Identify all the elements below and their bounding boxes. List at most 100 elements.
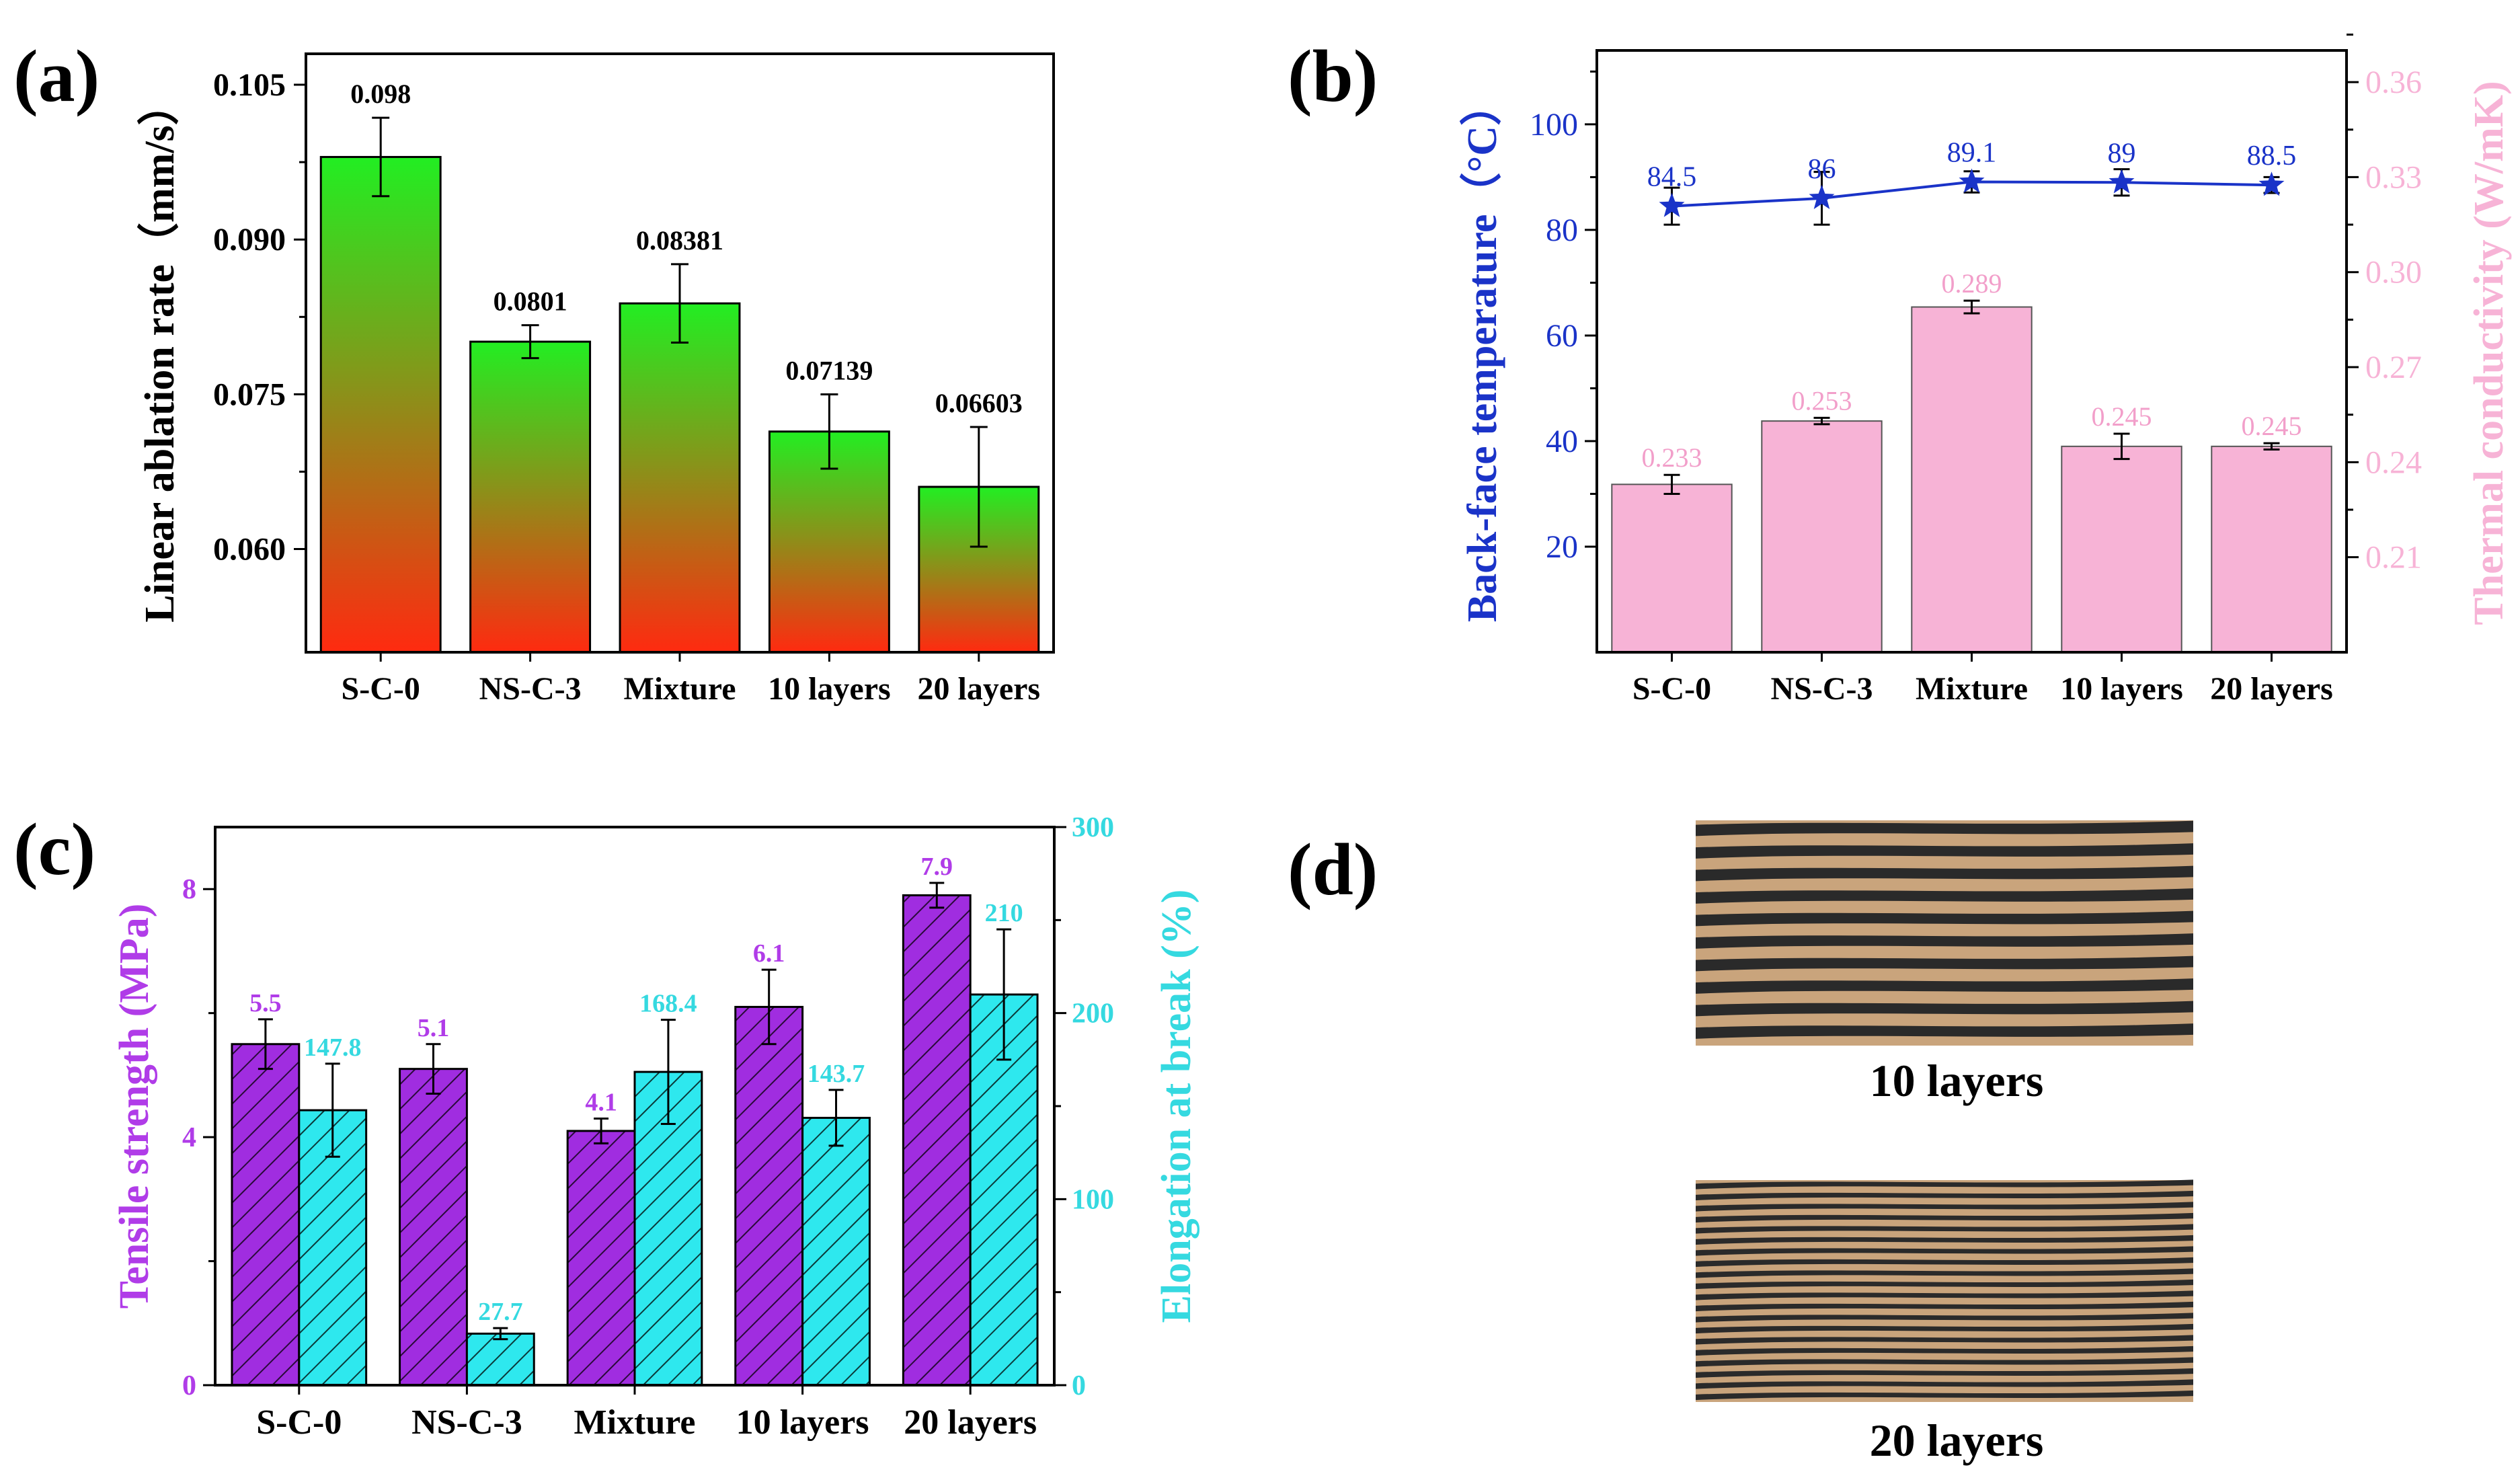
y-tick-label-left: 4: [182, 1122, 196, 1153]
elongation-errorbar-2: [660, 1019, 676, 1126]
panel-a: (a) 0.098 0.0801 0.08381 0.07139 0.06603 0.0…: [13, 35, 1055, 707]
y-tick-label: 0.090: [213, 222, 286, 258]
temperature-point-0: [1659, 192, 1685, 217]
dark-layer-stripe: [1696, 1346, 2193, 1356]
dark-layer-stripe: [1696, 1323, 2193, 1334]
dark-layer-stripe: [1696, 1279, 2193, 1290]
y-tick-label-left: 80: [1546, 212, 1578, 248]
panel-d: (d) 10 layers 20 layers: [1288, 820, 2193, 1466]
y-tick-label-right: 0.30: [2365, 255, 2422, 290]
elongation-value-label: 143.7: [808, 1060, 865, 1088]
temperature-value-label: 89.1: [1947, 137, 1997, 168]
thermal-bar-0: [1611, 483, 1733, 653]
dark-layer-stripe: [1696, 1179, 2193, 1190]
x-tick-label: NS-C-3: [479, 671, 582, 707]
y-tick-label-right: 0.24: [2365, 444, 2422, 480]
errorbar-2: [671, 263, 688, 344]
sample-caption-10-layers: 10 layers: [1870, 1055, 2044, 1106]
bar-s-c-0: [319, 155, 442, 654]
temperature-point-1: [1809, 184, 1835, 209]
dark-layer-stripe: [1696, 1390, 2193, 1401]
panel-a-errorbars: [372, 116, 988, 548]
tensile-bar-3: [734, 1005, 804, 1387]
x-tick-label: S-C-0: [342, 671, 420, 707]
dark-layer-stripe: [1696, 1257, 2193, 1268]
temperature-value-label: 86: [1808, 154, 1836, 185]
dark-layer-stripe: [1696, 843, 2193, 859]
panel-b-line-value-labels: 84.5 86 89.1 89 88.5: [1647, 137, 2297, 192]
elongation-value-label: 210: [985, 899, 1023, 927]
panel-b-bar-errorbars: [1663, 299, 2280, 495]
tensile-value-label: 4.1: [585, 1088, 617, 1116]
elongation-errorbar-0: [325, 1062, 340, 1158]
elongation-errorbar-1: [493, 1327, 508, 1341]
panel-b-label: (b): [1288, 35, 1378, 117]
elongation-errorbar-3: [828, 1089, 844, 1147]
elongation-bar-3: [801, 1116, 871, 1387]
dark-layer-stripe: [1696, 1246, 2193, 1256]
temperature-value-label: 84.5: [1647, 162, 1697, 193]
sample-photo-20-layers: [1696, 1179, 2193, 1402]
temperature-point-2: [1959, 168, 1985, 193]
thermal-errorbar-4: [2263, 442, 2280, 451]
panel-a-xticks: S-C-0 NS-C-3 Mixture 10 layers 20 layers: [342, 652, 1040, 707]
x-tick-label: 20 layers: [2210, 671, 2333, 707]
dark-layer-stripe: [1696, 1357, 2193, 1367]
value-label: 0.0801: [494, 286, 567, 317]
dark-layer-stripe: [1696, 1368, 2193, 1378]
y-tick-label-left: 40: [1546, 424, 1578, 459]
errorbar-0: [372, 116, 390, 198]
panel-b-yticks-right: 0.21 0.24 0.27 0.30 0.33 0.36: [2347, 33, 2422, 576]
dark-layer-stripe: [1696, 1212, 2193, 1223]
panel-b-bar-value-labels: 0.233 0.253 0.289 0.245 0.245: [1642, 268, 2302, 473]
tensile-bar-2: [566, 1130, 636, 1387]
panel-c-label: (c): [13, 808, 95, 890]
x-tick-label: 20 layers: [917, 671, 1040, 707]
panel-b: (b) 0.233 0.253 0.289 0.245 0.245 84.5 86 89.1…: [1288, 33, 2512, 707]
panel-c: (c) 5.5 147.8 5.1 27.7 4.1 168.4 6.1 143.7 7.9 21…: [13, 808, 1199, 1442]
panel-c-ylabel-right: Elongation at break (%): [1154, 890, 1199, 1323]
sample-caption-20-layers: 20 layers: [1870, 1415, 2044, 1466]
thermal-value-label: 0.245: [2242, 411, 2302, 441]
panel-a-ylabel: Linear ablation rate（mm/s）: [136, 83, 183, 622]
y-tick-label: 0.075: [213, 377, 286, 412]
thermal-bar-4: [2211, 445, 2332, 653]
y-tick-label-left: 0: [182, 1370, 196, 1401]
dark-layer-stripe: [1696, 1301, 2193, 1312]
tensile-errorbar-2: [594, 1117, 609, 1144]
y-tick-label-left: 60: [1546, 318, 1578, 354]
thermal-bar-1: [1761, 420, 1883, 653]
value-label: 0.07139: [785, 356, 873, 386]
thermal-errorbar-3: [2113, 432, 2130, 461]
x-tick-label: 10 layers: [736, 1403, 869, 1442]
panel-c-yticks-right: 0 100 200 300: [1054, 812, 1114, 1401]
y-tick-label-right: 0.21: [2365, 540, 2422, 576]
x-tick-label: NS-C-3: [411, 1403, 522, 1442]
thermal-errorbar-1: [1813, 416, 1830, 426]
tensile-bar-0: [231, 1043, 301, 1387]
tensile-errorbar-1: [426, 1043, 441, 1095]
x-tick-label: 10 layers: [768, 671, 891, 707]
y-tick-label-right: 0.33: [2365, 159, 2422, 195]
y-tick-label-right: 200: [1072, 999, 1114, 1029]
x-tick-label: Mixture: [574, 1403, 696, 1442]
temperature-value-label: 89: [2108, 138, 2136, 169]
tensile-errorbar-0: [258, 1018, 273, 1070]
thermal-errorbar-0: [1663, 473, 1680, 495]
elongation-errorbar-4: [996, 928, 1012, 1061]
panel-b-ylabel-left: Back-face temperature（°C）: [1458, 84, 1505, 622]
y-tick-label-left: 8: [182, 874, 196, 905]
dark-layer-stripe: [1696, 910, 2193, 927]
photo-background: [1696, 1180, 2193, 1402]
dark-layer-stripe: [1696, 1023, 2193, 1039]
value-label: 0.098: [350, 79, 411, 109]
y-tick-label-right: 0: [1072, 1370, 1086, 1401]
errorbar-3: [820, 393, 838, 470]
thermal-value-label: 0.289: [1942, 268, 2002, 299]
dark-layer-stripe: [1696, 1313, 2193, 1323]
dark-layer-stripe: [1696, 1379, 2193, 1389]
panel-b-yticks-left: 20 40 60 80 100: [1530, 70, 1597, 565]
panel-c-yticks-left: 0 4 8: [182, 874, 215, 1401]
tensile-bar-4: [902, 894, 972, 1387]
